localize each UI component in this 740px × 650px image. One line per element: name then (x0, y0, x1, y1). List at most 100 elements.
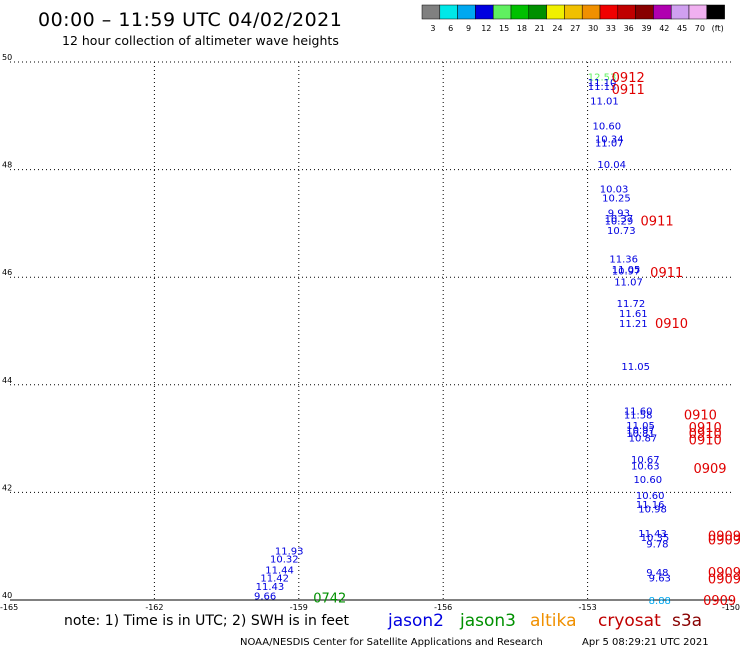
scale-label: 12 (481, 24, 491, 33)
swh-value-label: 8.88 (649, 596, 671, 607)
pass-time-label: 0909 (708, 534, 740, 549)
chart-title: 00:00 – 11:59 UTC 04/02/2021 (38, 9, 342, 31)
swh-value-label: 11.93 (275, 547, 304, 558)
swh-value-label: 11.36 (609, 254, 638, 265)
swh-value-label: 10.63 (631, 462, 660, 473)
scale-label: (ft) (712, 24, 724, 33)
pass-time-label: 0910 (655, 317, 688, 332)
y-tick-label: 44 (2, 376, 12, 385)
lat-lon-grid (10, 61, 732, 600)
swh-value-label: 11.43 (256, 582, 285, 593)
swh-value-label: 10.04 (597, 160, 626, 171)
scale-swatch (528, 4, 547, 20)
axis-tick-labels: -165 -162 -159 -156 -153 -150 50 48 46 44 42 40 (0, 53, 740, 612)
scale-swatch (546, 4, 565, 20)
scale-swatch (617, 4, 636, 20)
scale-swatch (599, 4, 619, 20)
satellite-legend-s3a: s3a (672, 611, 702, 631)
swh-value-label: 10.87 (629, 434, 658, 445)
satellite-legend-jason3: jason3 (459, 611, 516, 631)
swh-value-label: 9.66 (254, 592, 276, 603)
footer-credit: NOAA/NESDIS Center for Satellite Applica… (240, 637, 543, 648)
swh-value-label: 11.01 (590, 97, 619, 108)
scale-swatch (635, 4, 654, 20)
swh-value-label: 10.67 (631, 455, 660, 466)
swh-value-label: 10.32 (270, 555, 299, 566)
scale-label: 30 (588, 24, 598, 33)
swh-value-label: 11.07 (595, 139, 624, 150)
swh-value-label: 10.34 (595, 134, 624, 145)
pass-time-label: 0742 (313, 591, 346, 606)
scale-swatch (688, 4, 708, 20)
swh-value-label: 11.72 (617, 299, 646, 310)
swh-value-label: 11.42 (260, 573, 289, 584)
footer-generated: Apr 5 08:29:21 UTC 2021 (582, 637, 709, 648)
scale-label: 39 (641, 24, 651, 33)
x-tick-label: -156 (434, 603, 452, 612)
scale-label: 36 (624, 24, 634, 33)
scale-label: 70 (695, 24, 705, 33)
swh-value-label: 10.03 (600, 184, 629, 195)
scale-swatch (581, 4, 601, 20)
swh-value-label: 10.81 (626, 429, 655, 440)
swh-value-label: 11.10 (588, 78, 617, 89)
satellite-legend: jason2 jason3 altika cryosat s3a (387, 611, 702, 631)
scale-swatch (457, 4, 476, 20)
swh-value-label: 11.05 (621, 362, 650, 373)
scale-swatch (706, 4, 725, 20)
scale-label: 24 (552, 24, 562, 33)
swh-value-label: 10.97 (626, 425, 655, 436)
y-tick-label: 46 (2, 268, 12, 277)
scale-label: 6 (448, 24, 453, 33)
scale-swatch (421, 4, 441, 20)
swh-value-label: 10.60 (633, 475, 662, 486)
pass-time-label: 0909 (703, 594, 736, 609)
x-tick-label: -165 (0, 603, 18, 612)
swh-value-label: 11.60 (624, 407, 653, 418)
swh-value-label: 10.37 (605, 214, 634, 225)
scale-label: 3 (430, 24, 435, 33)
scale-swatch (510, 4, 530, 20)
x-tick-label: -153 (579, 603, 597, 612)
swh-value-label: 11.44 (265, 565, 294, 576)
scale-label: 45 (677, 24, 687, 33)
pass-time-label: 0909 (708, 572, 740, 587)
x-tick-label: -162 (145, 603, 163, 612)
swh-observations: 12.5311.1011.1311.0110.6010.3411.0710.04… (254, 73, 671, 607)
y-tick-label: 40 (2, 591, 12, 600)
pass-time-label: 0910 (689, 427, 722, 442)
satellite-legend-cryosat: cryosat (598, 611, 661, 631)
swh-value-label: 11.21 (619, 319, 648, 330)
pass-time-label: 0910 (689, 421, 722, 436)
wave-height-color-scale: 3 6 9 12 15 18 21 24 27 30 33 36 39 42 45 70 (ft) (421, 4, 725, 33)
satellite-legend-jason2: jason2 (387, 611, 444, 631)
swh-value-label: 11.05 (612, 265, 641, 276)
swh-value-label: 11.16 (636, 500, 665, 511)
pass-time-label: 0911 (641, 215, 674, 230)
swh-value-label: 11.13 (588, 82, 617, 93)
scale-label: 27 (570, 24, 580, 33)
scale-label: 33 (606, 24, 616, 33)
swh-value-label: 10.25 (602, 194, 631, 205)
swh-value-label: 10.60 (636, 491, 665, 502)
swh-value-label: 11.07 (614, 278, 643, 289)
pass-time-label: 0911 (650, 266, 683, 281)
swh-value-label: 12.53 (588, 73, 617, 84)
swh-value-label: 11.05 (626, 421, 655, 432)
scale-label: 21 (535, 24, 545, 33)
scale-swatch (670, 4, 690, 20)
swh-value-label: 9.48 (646, 568, 668, 579)
pass-time-label: 0912 (612, 71, 645, 86)
footer-note: note: 1) Time is in UTC; 2) SWH is in fe… (64, 613, 350, 629)
scale-swatch (653, 4, 672, 20)
scale-label: 9 (466, 24, 471, 33)
pass-time-label: 0910 (684, 408, 717, 423)
pass-time-label: 0909 (693, 462, 726, 477)
scale-swatch (564, 4, 583, 20)
scale-swatch (439, 4, 458, 20)
swh-value-label: 10.73 (607, 226, 636, 237)
pass-time-label: 0911 (612, 83, 645, 98)
swh-value-label: 9.78 (646, 540, 668, 551)
chart-subtitle: 12 hour collection of altimeter wave hei… (62, 33, 339, 48)
